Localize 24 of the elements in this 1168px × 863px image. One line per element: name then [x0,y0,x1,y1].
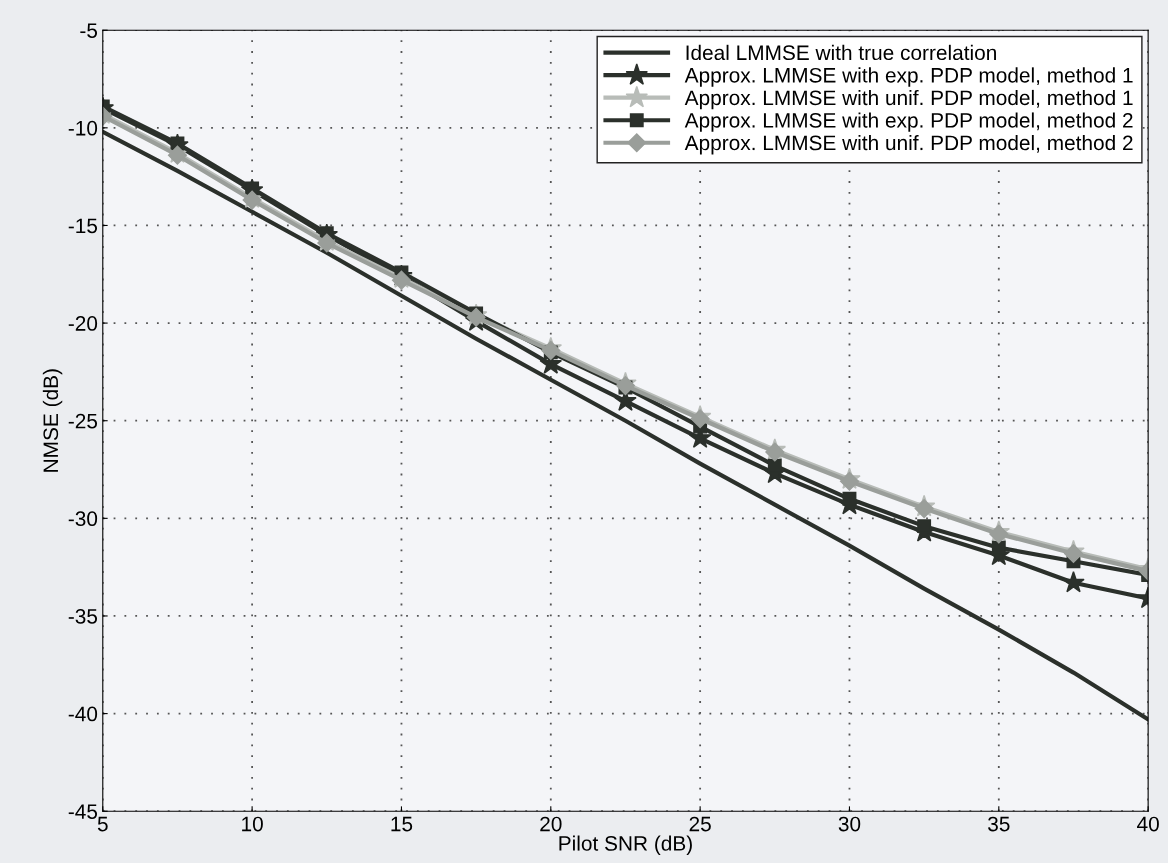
y-tick-label: -45 [68,804,98,819]
y-axis-title: NMSE (dB) [42,369,63,472]
x-axis-title: Pilot SNR (dB) [559,835,692,855]
y-tick-label: -15 [68,218,98,234]
x-tick-label: 20 [540,816,562,832]
y-tick-label: -5 [80,23,98,38]
x-tick-label: 10 [242,816,263,832]
legend-label: Ideal LMMSE with true correlation [686,44,996,61]
legend-label: Approx. LMMSE with unif. PDP model, method 1 [684,89,1133,110]
x-tick-label: 30 [838,816,861,832]
x-tick-label: 15 [391,816,413,832]
y-tick-label: -10 [68,120,98,136]
x-tick-label: 40 [1137,816,1159,832]
x-tick-label: 25 [689,816,711,832]
legend-label: Approx. LMMSE with exp. PDP model, method 1 [684,67,1133,87]
y-tick-label: -35 [68,608,98,624]
y-tick-label: -40 [68,706,98,722]
y-tick-label: -25 [68,413,98,429]
x-tick-label: 5 [97,816,108,832]
x-tick-label: 35 [988,816,1010,832]
legend-label: Approx. LMMSE with unif. PDP model, method 2 [684,134,1133,155]
legend-label: Approx. LMMSE with exp. PDP model, method 2 [684,112,1133,132]
y-tick-label: -30 [68,511,98,527]
y-tick-label: -20 [68,316,98,331]
